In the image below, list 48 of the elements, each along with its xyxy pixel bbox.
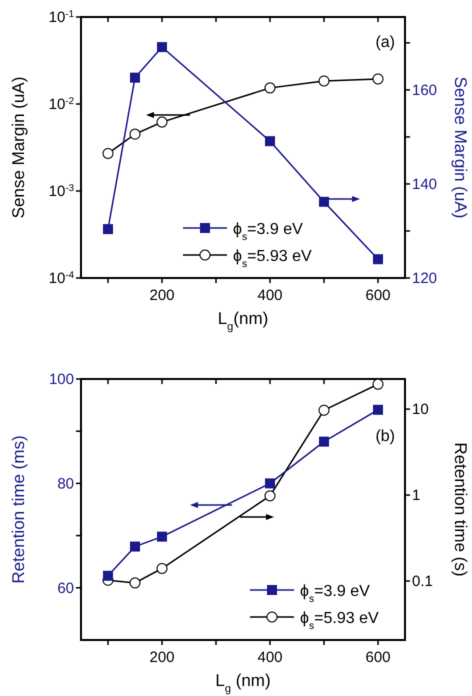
y-tick-label: 80 (57, 475, 74, 492)
y-tick-label: 60 (57, 580, 74, 597)
y2-tick-label: 1 (412, 487, 420, 504)
point (372, 378, 384, 390)
legend-label: ϕ$_{s}$=5.93 eV (300, 610, 379, 632)
x-tick-label: 400 (257, 287, 283, 304)
x-axis-title: L$_{g}$ (nm) (215, 671, 271, 695)
point (319, 436, 329, 447)
point (156, 562, 168, 574)
y-tick-label: 10$^{-1}$ (48, 8, 74, 26)
point (264, 490, 276, 502)
y-tick-label: 100 (48, 371, 74, 388)
point (318, 75, 330, 86)
y2-tick-label: 140 (412, 176, 438, 193)
y2-tick-label: 10 (412, 401, 429, 418)
point (130, 542, 140, 552)
legend-label: ϕ$_{s}$=5.93 eV (233, 248, 312, 270)
y-tick-label: 10$^{-2}$ (48, 96, 74, 113)
x-tick-label: 200 (149, 649, 175, 666)
y2-tick-label: 120 (412, 270, 438, 287)
y2-axis-title: Retention time (s) (451, 442, 470, 577)
y-axis-title: Retention time (ms) (9, 435, 28, 584)
y2-axis-title: Sense Margin (uA) (451, 76, 470, 218)
point (103, 570, 113, 581)
y-tick-label: 10$^{-3}$ (48, 182, 74, 200)
annotation: (a) (375, 34, 395, 51)
y2-tick-label: 160 (412, 82, 438, 99)
point (102, 148, 114, 159)
point (156, 116, 168, 128)
y-tick-label: 10$^{-4}$ (48, 270, 75, 287)
x-tick-label: 400 (257, 649, 283, 666)
point (373, 404, 383, 415)
y-axis-title: Sense Margin (uA) (9, 76, 28, 218)
x-tick-label: 200 (149, 287, 175, 304)
x-axis-title: L$_{g}$(nm) (218, 309, 268, 333)
x-tick-label: 600 (365, 649, 391, 666)
point (130, 128, 140, 140)
point (318, 404, 330, 416)
point (264, 82, 276, 94)
y2-tick-label: 0.1 (412, 573, 433, 590)
x-tick-label: 600 (365, 287, 391, 304)
annotation: (b) (375, 428, 395, 445)
point (372, 73, 384, 84)
legend-label: ϕ$_{s}$=3.9 eV (233, 221, 304, 242)
point (130, 577, 140, 588)
legend-label: ϕ$_{s}$=3.9 eV (300, 583, 370, 604)
point (157, 532, 167, 542)
point (265, 478, 275, 488)
